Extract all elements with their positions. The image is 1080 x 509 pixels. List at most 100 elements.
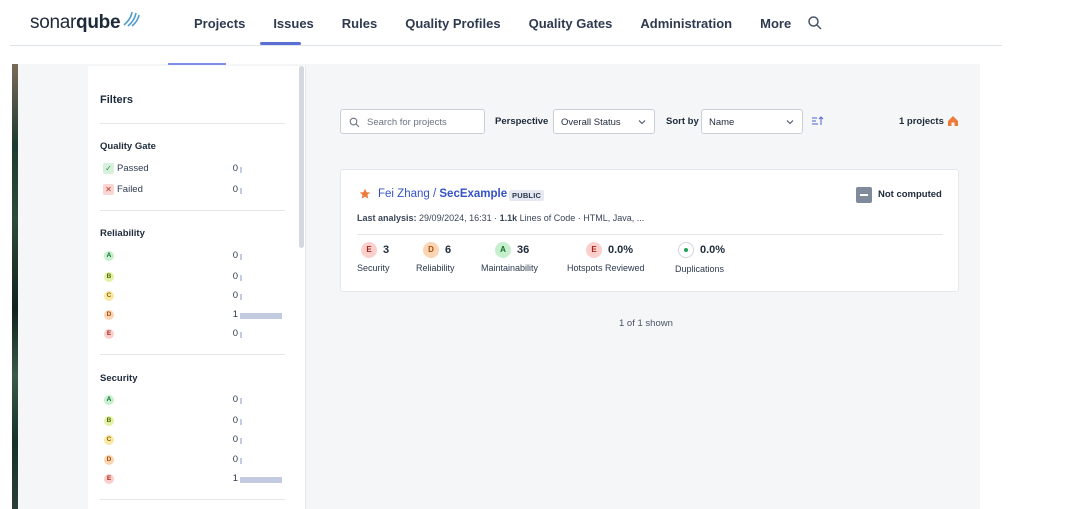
nav-issues[interactable]: Issues — [259, 0, 327, 46]
facet-quality-gate-failed[interactable]: ✕ Failed 0 — [100, 181, 290, 199]
facet-security-b[interactable]: B 0 — [100, 412, 290, 430]
nav-quality-gates[interactable]: Quality Gates — [515, 0, 627, 46]
chevron-down-icon — [638, 120, 646, 125]
facet-count: 0 — [232, 184, 238, 195]
metric-value: 0.0% — [700, 244, 726, 256]
metric-label: Maintainability — [481, 263, 539, 273]
divider — [100, 354, 285, 355]
facet-reliability-d[interactable]: D 1 — [100, 306, 290, 324]
project-link[interactable]: Fei Zhang / SecExample — [378, 188, 507, 200]
divider — [357, 234, 943, 235]
filters-sidebar: Filters Quality Gate ✓ Passed 0 ✕ Failed… — [88, 66, 306, 509]
nav-quality-profiles[interactable]: Quality Profiles — [391, 0, 514, 46]
rating-d-icon: D — [104, 455, 114, 465]
loc-label: Lines of Code — [519, 213, 576, 223]
facet-bar — [240, 477, 282, 483]
rating-b-icon: B — [104, 272, 114, 282]
facet-bar — [240, 313, 282, 319]
nav-administration[interactable]: Administration — [626, 0, 746, 46]
quality-gate-status: Not computed — [878, 189, 942, 200]
rating-d-icon: D — [423, 242, 439, 258]
facet-reliability-c[interactable]: C 0 — [100, 287, 290, 305]
facet-security-d[interactable]: D 0 — [100, 451, 290, 469]
nav-quality-gates-label: Quality Gates — [528, 15, 613, 31]
nav-quality-profiles-label: Quality Profiles — [405, 15, 501, 31]
rating-a-icon: A — [104, 251, 114, 261]
facet-quality-gate-passed[interactable]: ✓ Passed 0 — [100, 160, 290, 178]
nav-projects[interactable]: Projects — [180, 0, 259, 46]
window-edge-strip — [12, 64, 18, 509]
facet-label: Passed — [117, 163, 149, 174]
duplications-icon — [678, 242, 694, 258]
facet-security-e[interactable]: E 1 — [100, 470, 290, 488]
visibility-badge: PUBLIC — [509, 190, 545, 201]
security-facet-title: Security — [100, 373, 138, 384]
facet-count: 0 — [232, 163, 238, 174]
facet-count: 1 — [232, 309, 238, 320]
facet-count: 0 — [232, 434, 238, 445]
facet-reliability-a[interactable]: A 0 — [100, 247, 290, 265]
rating-a-icon: A — [495, 242, 511, 258]
favorite-star-icon[interactable] — [359, 188, 371, 200]
metric-label: Duplications — [675, 264, 725, 274]
project-count: 1 projects — [899, 116, 944, 127]
facet-bar — [240, 188, 242, 194]
perspective-value: Overall Status — [561, 117, 621, 128]
sonarqube-logo[interactable]: sonarqube — [30, 10, 141, 36]
metric-value: 0.0% — [608, 244, 634, 256]
facet-bar — [240, 332, 242, 338]
sort-ascending-icon[interactable] — [812, 116, 824, 126]
perspective-select[interactable]: Overall Status — [553, 109, 655, 134]
facet-bar — [240, 398, 242, 404]
facet-bar — [240, 438, 242, 444]
facet-bar — [240, 419, 242, 425]
metric-value: 3 — [383, 244, 390, 256]
facet-bar — [240, 294, 242, 300]
nav-projects-label: Projects — [194, 15, 246, 31]
search-projects-input[interactable] — [367, 114, 479, 130]
facet-bar — [240, 458, 242, 464]
search-projects-box[interactable] — [340, 109, 485, 134]
project-card: Fei Zhang / SecExample PUBLIC Not comput… — [340, 169, 959, 292]
logo-text-light: sonar — [30, 12, 77, 33]
quality-gate-not-computed-icon — [856, 187, 872, 203]
rating-c-icon: C — [104, 291, 114, 301]
sort-by-select[interactable]: Name — [701, 109, 803, 134]
main-nav: Projects Issues Rules Quality Profiles Q… — [180, 0, 805, 46]
last-analysis-line: Last analysis: 29/09/2024, 16:31 · 1.1k … — [357, 213, 645, 223]
sidebar-scrollbar[interactable] — [299, 66, 304, 248]
facet-reliability-e[interactable]: E 0 — [100, 325, 290, 343]
x-icon: ✕ — [103, 184, 114, 195]
search-icon — [349, 117, 360, 128]
divider — [100, 123, 285, 124]
search-icon[interactable] — [806, 14, 824, 32]
facet-bar — [240, 275, 242, 281]
facet-security-a[interactable]: A 0 — [100, 391, 290, 409]
metric-label: Reliability — [416, 263, 455, 273]
filters-title: Filters — [100, 94, 134, 106]
facet-reliability-b[interactable]: B 0 — [100, 268, 290, 286]
quality-gate-facet-title: Quality Gate — [100, 141, 156, 152]
facet-count: 0 — [232, 290, 238, 301]
rating-b-icon: B — [104, 416, 114, 426]
home-icon[interactable] — [947, 115, 959, 127]
sort-by-value: Name — [709, 117, 735, 128]
sidebar-accent-line — [168, 63, 226, 65]
facet-security-c[interactable]: C 0 — [100, 431, 290, 449]
loc-value: 1.1k — [499, 213, 518, 223]
facet-bar — [240, 167, 242, 173]
project-name: SecExample — [439, 188, 508, 200]
languages: HTML, Java, ... — [583, 213, 645, 223]
active-tab-indicator — [260, 42, 301, 45]
chevron-down-icon — [786, 120, 794, 125]
logo-waves-icon — [123, 11, 141, 27]
rating-e-icon: E — [361, 242, 377, 258]
nav-more[interactable]: More — [746, 0, 805, 46]
facet-count: 0 — [232, 394, 238, 405]
nav-rules[interactable]: Rules — [328, 0, 391, 46]
analysis-label: Last analysis: — [357, 213, 417, 223]
rating-c-icon: C — [104, 435, 114, 445]
rating-e-icon: E — [104, 474, 114, 484]
divider — [100, 210, 285, 211]
facet-count: 0 — [232, 271, 238, 282]
